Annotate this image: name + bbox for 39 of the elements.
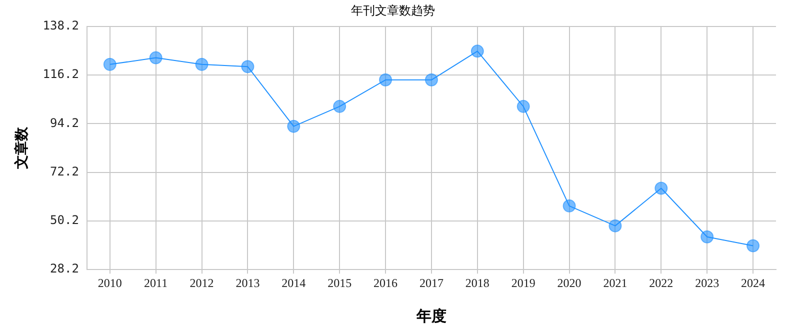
- chart-title: 年刊文章数趋势: [351, 3, 435, 18]
- x-tick-label: 2016: [374, 276, 398, 290]
- y-tick-label: 138.2: [42, 18, 79, 33]
- x-tick-label: 2011: [144, 276, 168, 290]
- y-tick-label: 50.2: [50, 213, 79, 228]
- point: [746, 239, 760, 252]
- y-tick-label: 72.2: [50, 164, 79, 178]
- x-tick-label: 2017: [419, 276, 444, 290]
- x-tick-label: 2010: [98, 276, 122, 290]
- x-tick-label: 2019: [511, 276, 536, 290]
- y-tick-label: 116.2: [42, 67, 79, 82]
- x-tick-label: 2013: [236, 276, 260, 290]
- x-tick-label: 2014: [282, 276, 306, 290]
- point: [287, 120, 300, 133]
- x-tick-label: 2023: [695, 276, 720, 290]
- point: [333, 100, 346, 113]
- point: [103, 58, 116, 71]
- point: [424, 73, 438, 86]
- point: [516, 100, 530, 113]
- point: [241, 60, 254, 74]
- x-tick-label: 2012: [190, 276, 214, 290]
- x-tick-label: 2018: [465, 276, 490, 290]
- point: [608, 219, 622, 232]
- y-tick-label: 94.2: [50, 116, 79, 130]
- x-tick-label: 2022: [649, 276, 674, 290]
- point: [470, 44, 484, 58]
- x-tick-label: 2015: [328, 276, 352, 290]
- y-tick-label: 28.2: [50, 262, 79, 276]
- y-axis-title: 文章数: [13, 126, 30, 170]
- point: [379, 73, 392, 86]
- point: [195, 58, 208, 71]
- point: [149, 51, 162, 64]
- point: [700, 230, 714, 244]
- x-tick-label: 2021: [603, 276, 628, 290]
- x-tick-label: 2020: [557, 276, 582, 290]
- point: [562, 199, 576, 212]
- x-axis-title: 年度: [415, 306, 446, 325]
- x-tick-label: 2024: [741, 276, 766, 290]
- point: [654, 182, 668, 195]
